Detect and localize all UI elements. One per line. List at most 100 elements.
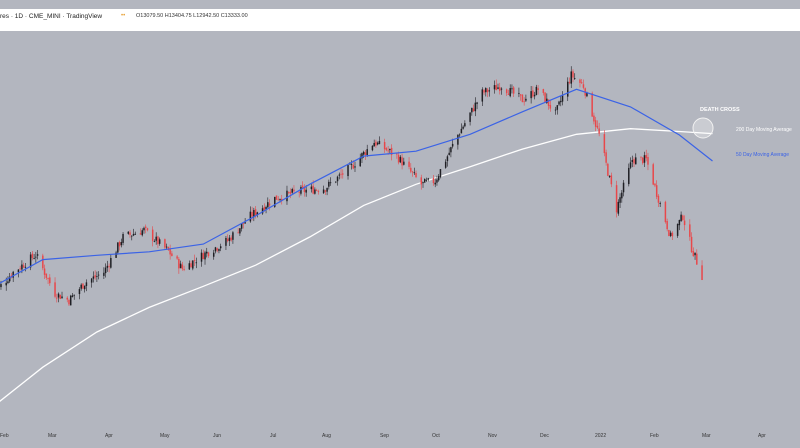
candle-body [134, 233, 137, 235]
candle-body [561, 95, 564, 102]
candle-body [525, 98, 527, 101]
candle-body [301, 185, 304, 188]
candle-body [415, 173, 417, 178]
candle-body [165, 246, 168, 248]
x-tick-label: Aug [322, 433, 331, 439]
candle-body [497, 87, 499, 89]
candle-body [219, 246, 222, 249]
candle-body [94, 275, 96, 278]
x-tick-label: Feb [650, 433, 659, 439]
candle-body [579, 79, 581, 83]
candle-body [7, 281, 9, 284]
candle-body [628, 167, 630, 185]
candle-body [570, 71, 572, 84]
candle-body [151, 229, 154, 241]
candle-body [654, 183, 656, 186]
candle-body [474, 102, 477, 112]
candle-body [45, 273, 48, 278]
candle-body [361, 153, 363, 159]
candle-body [437, 176, 440, 181]
candle-body [619, 197, 621, 203]
candle-body [36, 254, 39, 256]
candle-body [554, 109, 557, 111]
candle-body [5, 282, 7, 286]
candle-body [596, 125, 599, 128]
candle-body [263, 206, 266, 211]
candle-body [59, 294, 62, 300]
candle-body [132, 233, 135, 236]
candle-body [533, 94, 536, 97]
candle-body [303, 187, 306, 193]
candle-body [567, 81, 569, 97]
candle-body [204, 252, 206, 260]
candle-body [310, 186, 313, 190]
candle-body [56, 297, 58, 299]
candle-body [47, 278, 49, 279]
candle-body [141, 230, 143, 236]
candle-body [195, 262, 198, 264]
candle-body [33, 258, 35, 259]
candle-body [19, 268, 21, 270]
candle-body [352, 164, 354, 169]
candle-body [192, 260, 194, 269]
candle-body [420, 177, 423, 185]
candle-body [450, 147, 452, 153]
candle-body [289, 191, 292, 194]
candle-body [446, 156, 449, 162]
candle-body [643, 155, 646, 163]
candle-body [326, 187, 328, 192]
ma200-label: 200 Day Moving Average [736, 127, 792, 133]
candle-body [218, 249, 220, 251]
candle-body [0, 284, 2, 288]
candle-body [652, 164, 654, 185]
candle-body [397, 154, 400, 163]
candle-body [340, 173, 342, 175]
candle-body [432, 178, 435, 184]
candle-body [373, 142, 375, 147]
candle-body [434, 182, 436, 185]
candle-body [169, 248, 171, 255]
candle-body [335, 181, 337, 183]
candle-body [607, 163, 609, 176]
candle-body [17, 269, 20, 273]
candle-body [254, 209, 257, 216]
candle-body [280, 198, 283, 201]
candle-body [378, 140, 381, 144]
candle-body [666, 221, 668, 230]
candle-body [188, 263, 191, 270]
candle-body [547, 99, 550, 106]
candle-body [244, 222, 246, 224]
candle-body [104, 267, 107, 274]
candle-body [108, 266, 110, 267]
candle-body [408, 161, 410, 167]
candle-body [371, 145, 374, 151]
candle-body [329, 182, 332, 184]
candle-body [532, 90, 534, 97]
candle-body [279, 199, 281, 200]
candle-body [171, 253, 173, 256]
candle-body [239, 228, 241, 234]
candle-body [118, 241, 121, 247]
candle-body [242, 223, 245, 225]
candle-body [410, 167, 412, 172]
candle-body [396, 153, 398, 155]
candle-body [671, 232, 674, 237]
candle-body [97, 274, 100, 276]
candle-body [505, 89, 508, 94]
candle-body [640, 156, 642, 158]
x-tick-label: Jun [213, 433, 221, 439]
candle-body [275, 195, 278, 200]
candle-body [54, 282, 56, 297]
candle-body [202, 253, 205, 260]
candle-body [315, 190, 318, 191]
candle-body [629, 162, 632, 168]
candle-body [546, 98, 548, 103]
candle-body [90, 278, 93, 283]
candle-body [78, 289, 81, 295]
candle-body [350, 164, 353, 165]
candle-body [568, 82, 571, 83]
candle-body [387, 150, 389, 152]
candle-body [106, 265, 109, 268]
candle-body [287, 192, 290, 193]
